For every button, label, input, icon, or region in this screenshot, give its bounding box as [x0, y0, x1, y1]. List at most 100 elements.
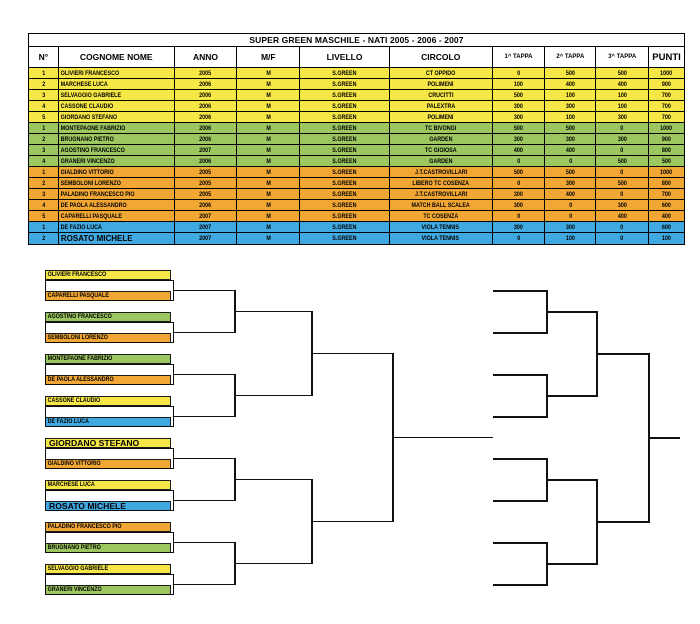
table-row: 4 CASSONE CLAUDIO 2006 M S.GREEN PALEXTRA 300 3…	[29, 101, 684, 112]
cell-text: 0	[620, 235, 624, 242]
cell-text: M	[266, 80, 271, 88]
cell-name: ROSATO MICHELE	[59, 233, 175, 244]
cell-mf: M	[237, 222, 301, 232]
bracket-line	[312, 520, 393, 523]
cell-text: 400	[514, 146, 523, 154]
cell-tappa1: 0	[493, 178, 546, 188]
cell-text: 400	[617, 212, 627, 220]
cell-text: 0	[568, 212, 572, 220]
cell-tappa2: 300	[545, 101, 597, 111]
bracket-entry-label: DE PAOLA ALESSANDRO	[47, 376, 114, 383]
cell-anno: 2006	[175, 123, 238, 133]
cell-text: 0	[517, 157, 520, 165]
cell-n: 5	[29, 211, 59, 221]
cell-circolo: LIBERO TC COSENZA	[390, 178, 493, 188]
cell-punti: 700	[649, 90, 684, 100]
col-tappa3: 3^ TAPPA	[596, 47, 650, 67]
cell-text: TC COSENZA	[423, 212, 459, 220]
cell-text: 400	[662, 212, 672, 220]
cell-text: 500	[514, 91, 523, 99]
cell-name: GIALDINO VITTORIO	[59, 167, 175, 177]
cell-text: M	[266, 223, 271, 231]
cell-circolo: VIOLA TENNIS	[390, 222, 493, 232]
cell-text: 100	[514, 80, 523, 88]
cell-tappa2: 100	[545, 112, 597, 122]
table-title: SUPER GREEN MASCHILE - NATI 2005 - 2006 …	[29, 34, 684, 47]
cell-text: S.GREEN	[332, 146, 357, 154]
table-row: 1 DE FAZIO LUCA 2007 M S.GREEN VIOLA TENNIS 30…	[29, 222, 684, 233]
cell-text: 400	[617, 80, 627, 88]
cell-anno: 2006	[175, 134, 238, 144]
cell-text: OLIVIERI FRANCESCO	[60, 69, 120, 77]
cell-text: VIOLA TENNIS	[422, 235, 460, 242]
bracket-line	[546, 374, 548, 418]
bracket-entry-label: DE FAZIO LUCA	[47, 418, 89, 425]
bracket-entry-label: ROSATO MICHELE	[49, 500, 127, 511]
cell-text: 4	[41, 157, 45, 165]
cell-livello: S.GREEN	[300, 68, 390, 78]
table-row: 5 GIORDANO STEFANO 2006 M S.GREEN POLIMENI 300…	[29, 112, 684, 123]
cell-text: 0	[517, 69, 520, 77]
bracket-entry-label: OLIVIERI FRANCESCO	[47, 271, 107, 278]
cell-text: 2005	[199, 69, 212, 77]
cell-text: 300	[514, 102, 523, 110]
bracket-entry-label: CASSONE CLAUDIO	[47, 397, 101, 404]
bracket-pair-connector	[45, 574, 174, 595]
table-row: 1 GIALDINO VITTORIO 2005 M S.GREEN J.T.CASTRO…	[29, 167, 684, 178]
cell-text: M	[266, 102, 271, 110]
cell-text: LIBERO TC COSENZA	[412, 179, 470, 187]
cell-text: 1000	[660, 168, 673, 176]
cell-n: 1	[29, 68, 59, 78]
table-row: 2 MARCHESE LUCA 2006 M S.GREEN POLIMENI 100 400…	[29, 79, 684, 90]
cell-tappa3: 500	[596, 68, 650, 78]
cell-text: MARCHESE LUCA	[60, 80, 108, 88]
cell-anno: 2006	[175, 200, 238, 210]
cell-text: 100	[617, 91, 627, 99]
cell-text: 0	[620, 223, 624, 231]
cell-name: BRUGNANO PIETRO	[59, 134, 175, 144]
cell-text: S.GREEN	[332, 212, 357, 220]
cell-tappa3: 100	[596, 101, 650, 111]
cell-n: 3	[29, 189, 59, 199]
cell-text: M	[266, 179, 271, 187]
bracket-line	[547, 311, 597, 313]
table-row: 2 ROSATO MICHELE 2007 M S.GREEN VIOLA TENNIS 0…	[29, 233, 684, 244]
cell-name: SEMBOLONI LORENZO	[59, 178, 175, 188]
bracket-line	[597, 353, 649, 355]
cell-text: 500	[617, 179, 627, 187]
cell-text: 900	[662, 80, 672, 88]
cell-text: 500	[617, 157, 627, 165]
cell-text: 700	[662, 190, 672, 198]
cell-tappa2: 100	[545, 233, 597, 244]
cell-punti: 600	[649, 222, 684, 232]
bracket-line	[596, 311, 598, 397]
cell-text: 4	[41, 201, 45, 209]
cell-anno: 2006	[175, 112, 238, 122]
cell-text: 100	[565, 113, 575, 121]
cell-mf: M	[237, 79, 301, 89]
cell-text: 300	[514, 135, 523, 143]
cell-text: 1	[41, 69, 45, 77]
cell-text: 0	[517, 179, 520, 187]
bracket-pair-connector	[45, 532, 174, 553]
cell-tappa3: 0	[596, 167, 650, 177]
cell-text: CT OPPIDO	[425, 69, 456, 77]
col-circolo: CIRCOLO	[390, 47, 493, 67]
cell-livello: S.GREEN	[300, 79, 390, 89]
bracket-pair-connector	[45, 322, 174, 343]
cell-text: S.GREEN	[332, 190, 357, 198]
cell-livello: S.GREEN	[300, 156, 390, 166]
bracket-line	[648, 353, 650, 523]
cell-livello: S.GREEN	[300, 112, 390, 122]
bracket-entry-label: GIORDANO STEFANO	[49, 437, 140, 448]
cell-text: 100	[565, 91, 575, 99]
cell-text: 5	[41, 212, 45, 220]
col-cognome-nome: COGNOME NOME	[59, 47, 175, 67]
cell-n: 2	[29, 233, 59, 244]
cell-tappa1: 300	[493, 134, 546, 144]
cell-text: 300	[514, 223, 523, 231]
cell-circolo: PALEXTRA	[390, 101, 493, 111]
bracket-entry: MARCHESE LUCA	[45, 480, 171, 490]
cell-mf: M	[237, 145, 301, 155]
bracket-entry-label: CAPARELLI PASQUALE	[47, 292, 109, 299]
